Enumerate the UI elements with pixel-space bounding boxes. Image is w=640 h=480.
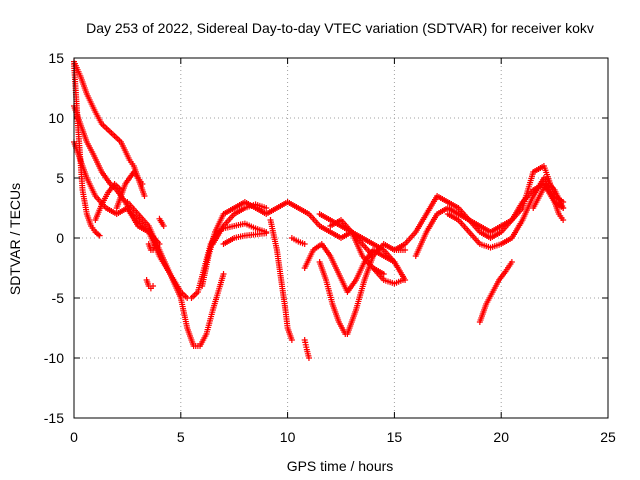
data-point	[141, 193, 148, 199]
y-tick-label: 0	[56, 230, 64, 246]
y-tick-label: 15	[48, 50, 64, 66]
data-point	[288, 337, 295, 343]
data-point	[152, 242, 159, 249]
data-point	[560, 217, 567, 223]
data-point	[117, 187, 124, 193]
data-points	[71, 58, 567, 361]
y-tick-label: 10	[48, 110, 64, 126]
data-point	[399, 277, 406, 283]
data-point	[160, 223, 167, 229]
data-point	[305, 355, 312, 361]
x-axis-label: GPS time / hours	[287, 458, 394, 474]
x-tick-label: 15	[387, 429, 403, 445]
x-tick-label: 25	[600, 429, 616, 445]
x-tick-label: 5	[177, 429, 185, 445]
data-point	[508, 259, 515, 265]
data-point	[263, 205, 270, 211]
data-point	[263, 230, 270, 237]
y-tick-label: 5	[56, 170, 64, 186]
data-point	[402, 247, 409, 253]
gridlines	[74, 58, 608, 418]
data-point	[150, 283, 157, 289]
y-tick-label: -10	[44, 350, 64, 366]
data-point	[96, 232, 103, 239]
data-point	[391, 259, 398, 265]
data-point	[560, 205, 567, 211]
y-axis-label: SDTVAR / TECUs	[7, 183, 23, 295]
data-point	[380, 271, 387, 277]
axis-ticks: 0 5 10 15 20 25 -15 -10 -5 0 5 10 15	[44, 50, 616, 445]
y-tick-label: -15	[44, 410, 64, 426]
y-tick-label: -5	[52, 290, 65, 306]
chart-title: Day 253 of 2022, Sidereal Day-to-day VTE…	[86, 20, 594, 36]
plot-frame	[73, 57, 609, 419]
data-point	[301, 241, 308, 247]
x-tick-label: 20	[493, 429, 509, 445]
x-tick-label: 0	[70, 429, 78, 445]
data-point	[220, 271, 227, 277]
x-tick-label: 10	[280, 429, 296, 445]
